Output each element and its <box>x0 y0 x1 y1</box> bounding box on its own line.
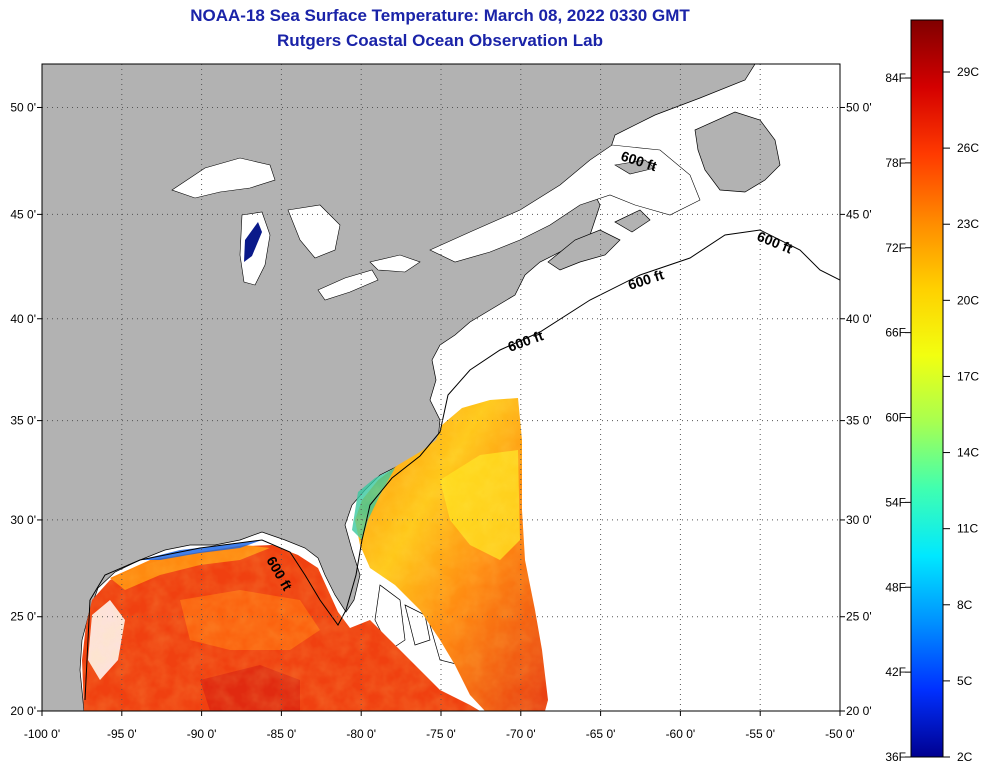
colorbar-c-label: 8C <box>957 598 973 612</box>
cape-breton <box>614 209 651 233</box>
lake-huron <box>287 204 341 259</box>
lat-tick-label: 30 0' <box>10 513 36 527</box>
colorbar-c-label: 23C <box>957 217 979 231</box>
lon-tick-label: -80 0' <box>346 727 376 741</box>
colorbar <box>910 19 944 758</box>
colorbar-c-label: 17C <box>957 369 979 383</box>
colorbar-f-label: 78F <box>885 156 906 170</box>
colorbar-c-label: 26C <box>957 141 979 155</box>
colorbar-c-label: 20C <box>957 293 979 307</box>
lon-tick-label: -75 0' <box>426 727 456 741</box>
lake-ontario <box>369 254 421 273</box>
colorbar-f-label: 66F <box>885 326 906 340</box>
lon-tick-label: -55 0' <box>745 727 775 741</box>
lon-tick-label: -100 0' <box>24 727 60 741</box>
lat-tick-label: 35 0' <box>10 414 36 428</box>
colorbar-f-label: 54F <box>885 495 906 509</box>
sst-gulf-edge-blue <box>140 540 262 560</box>
latitude-axis: 20 0' 20 0' 25 0' 25 0' 30 0' 30 0' 35 0' 35 0'… <box>10 100 871 718</box>
lat-tick-label: 50 0' <box>10 100 36 114</box>
lat-tick-label: 25 0' <box>10 610 36 624</box>
lon-tick-label: -90 0' <box>187 727 217 741</box>
lat-tick-label: 40 0' <box>846 312 872 326</box>
colorbar-celsius-labels: 29C 26C 23C 20C 17C 14C 11C 8C 5C 2C <box>943 65 979 764</box>
lon-tick-label: -60 0' <box>666 727 696 741</box>
lat-tick-label: 20 0' <box>846 704 872 718</box>
map-title: NOAA-18 Sea Surface Temperature: March 0… <box>190 6 690 25</box>
lat-tick-label: 45 0' <box>846 207 872 221</box>
lat-tick-label: 20 0' <box>10 704 36 718</box>
lat-tick-label: 25 0' <box>846 610 872 624</box>
contour-600ft-gulf-west <box>84 599 91 701</box>
lake-erie <box>317 269 379 301</box>
colorbar-c-label: 5C <box>957 674 973 688</box>
lon-tick-label: -95 0' <box>107 727 137 741</box>
lat-lon-grid <box>42 64 840 711</box>
colorbar-f-label: 60F <box>885 411 906 425</box>
colorbar-f-label: 84F <box>885 71 906 85</box>
lat-tick-label: 35 0' <box>846 414 872 428</box>
st-lawrence-gulf <box>429 144 701 263</box>
lat-tick-label: 40 0' <box>10 312 36 326</box>
lon-tick-label: -70 0' <box>506 727 536 741</box>
colorbar-f-label: 36F <box>885 750 906 764</box>
colorbar-c-label: 29C <box>957 65 979 79</box>
longitude-axis: -100 0' -95 0' -90 0' -85 0' -80 0' -75 0' -70… <box>24 711 855 741</box>
lake-michigan-cold <box>244 222 262 262</box>
newfoundland <box>694 111 781 193</box>
colorbar-f-label: 48F <box>885 580 906 594</box>
colorbar-c-label: 11C <box>957 522 978 536</box>
colorbar-f-label: 42F <box>885 665 906 679</box>
map-subtitle: Rutgers Coastal Ocean Observation Lab <box>277 31 603 50</box>
contour-600ft <box>89 229 840 626</box>
anticosti-island <box>614 159 656 175</box>
colorbar-c-label: 2C <box>957 750 973 764</box>
lake-superior <box>171 157 276 199</box>
colorbar-c-label: 14C <box>957 446 979 460</box>
lon-tick-label: -50 0' <box>825 727 855 741</box>
lat-tick-label: 45 0' <box>10 207 36 221</box>
colorbar-f-label: 72F <box>885 241 906 255</box>
colorbar-fahrenheit-labels: 84F 78F 72F 66F 60F 54F 48F 42F 36F <box>885 71 911 764</box>
lat-tick-label: 30 0' <box>846 513 872 527</box>
lat-tick-label: 50 0' <box>846 100 872 114</box>
lon-tick-label: -85 0' <box>267 727 297 741</box>
lon-tick-label: -65 0' <box>586 727 616 741</box>
nova-scotia <box>547 229 621 271</box>
